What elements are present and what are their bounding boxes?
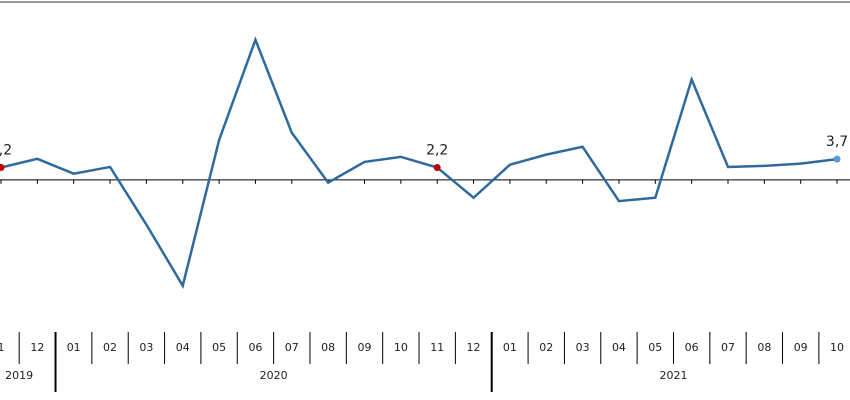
x-tick-label: 07 [285, 341, 299, 354]
x-tick-label: 07 [721, 341, 735, 354]
data-point [833, 155, 841, 163]
x-tick-label: 05 [648, 341, 662, 354]
x-tick-label: 10 [394, 341, 408, 354]
x-tick-label: 12 [30, 341, 44, 354]
x-tick-label: 02 [539, 341, 553, 354]
value-label: 3,7 [826, 134, 848, 150]
year-label: 2021 [659, 369, 687, 382]
x-tick-label: 1 [0, 341, 5, 354]
data-line [0, 36, 838, 289]
x-tick-label: 06 [685, 341, 699, 354]
data-point [0, 164, 5, 172]
x-tick-label: 09 [358, 341, 372, 354]
x-tick-label: 10 [830, 341, 844, 354]
value-label: 2,2 [426, 143, 448, 159]
x-tick-label: 03 [576, 341, 590, 354]
year-label: 2020 [260, 369, 288, 382]
x-tick-label: 09 [794, 341, 808, 354]
x-tick-label: 11 [430, 341, 444, 354]
x-tick-label: 02 [103, 341, 117, 354]
x-tick-label: 05 [212, 341, 226, 354]
x-tick-label: 03 [139, 341, 153, 354]
x-tick-label: 06 [248, 341, 262, 354]
x-tick-label: 01 [503, 341, 517, 354]
x-tick-label: 08 [757, 341, 771, 354]
x-tick-label: 01 [67, 341, 81, 354]
data-point [433, 164, 441, 172]
value-label: 2,2 [0, 143, 12, 159]
x-tick-label: 12 [467, 341, 481, 354]
x-tick-label: 04 [176, 341, 190, 354]
x-tick-label: 04 [612, 341, 626, 354]
year-label: 2019 [5, 369, 33, 382]
x-tick-label: 08 [321, 341, 335, 354]
